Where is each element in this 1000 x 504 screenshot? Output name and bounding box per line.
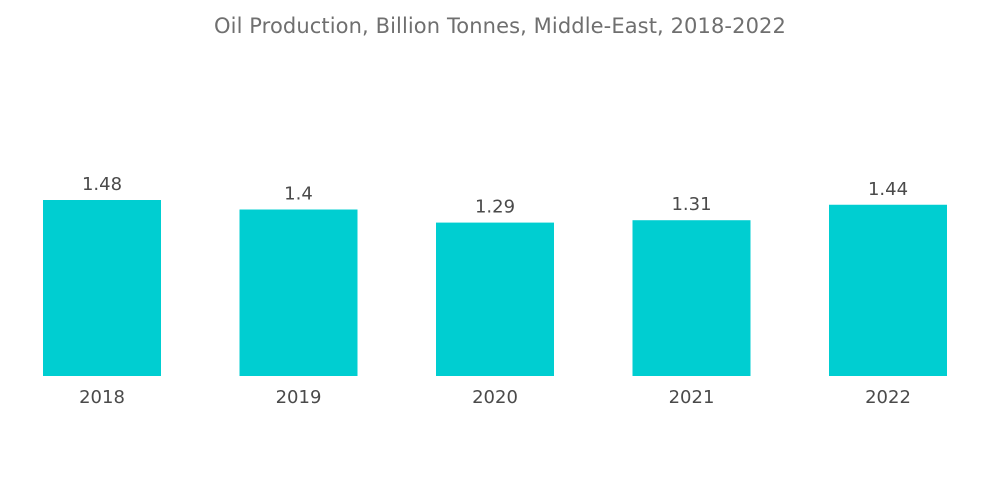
value-labels-layer: 1.48 1.4 1.29 1.31 1.44 [82, 174, 908, 218]
bar-2022 [829, 204, 947, 376]
x-tick-label-2018: 2018 [79, 387, 125, 408]
tick-labels-layer: 2018 2019 2020 2021 2022 [79, 387, 911, 408]
x-tick-label-2019: 2019 [276, 387, 322, 408]
x-tick-label-2021: 2021 [669, 387, 715, 408]
bar-2018 [43, 200, 161, 376]
bar-2019 [239, 209, 358, 376]
bars-layer [43, 200, 947, 376]
value-label-2018: 1.48 [82, 174, 122, 195]
value-label-2021: 1.31 [671, 194, 711, 215]
value-label-2020: 1.29 [475, 197, 515, 218]
chart-title: Oil Production, Billion Tonnes, Middle-E… [214, 14, 786, 38]
bar-2020 [436, 222, 554, 376]
x-tick-label-2020: 2020 [472, 387, 518, 408]
value-label-2019: 1.4 [284, 184, 313, 205]
value-label-2022: 1.44 [868, 179, 908, 200]
bar-2021 [632, 220, 751, 376]
x-tick-label-2022: 2022 [865, 387, 911, 408]
